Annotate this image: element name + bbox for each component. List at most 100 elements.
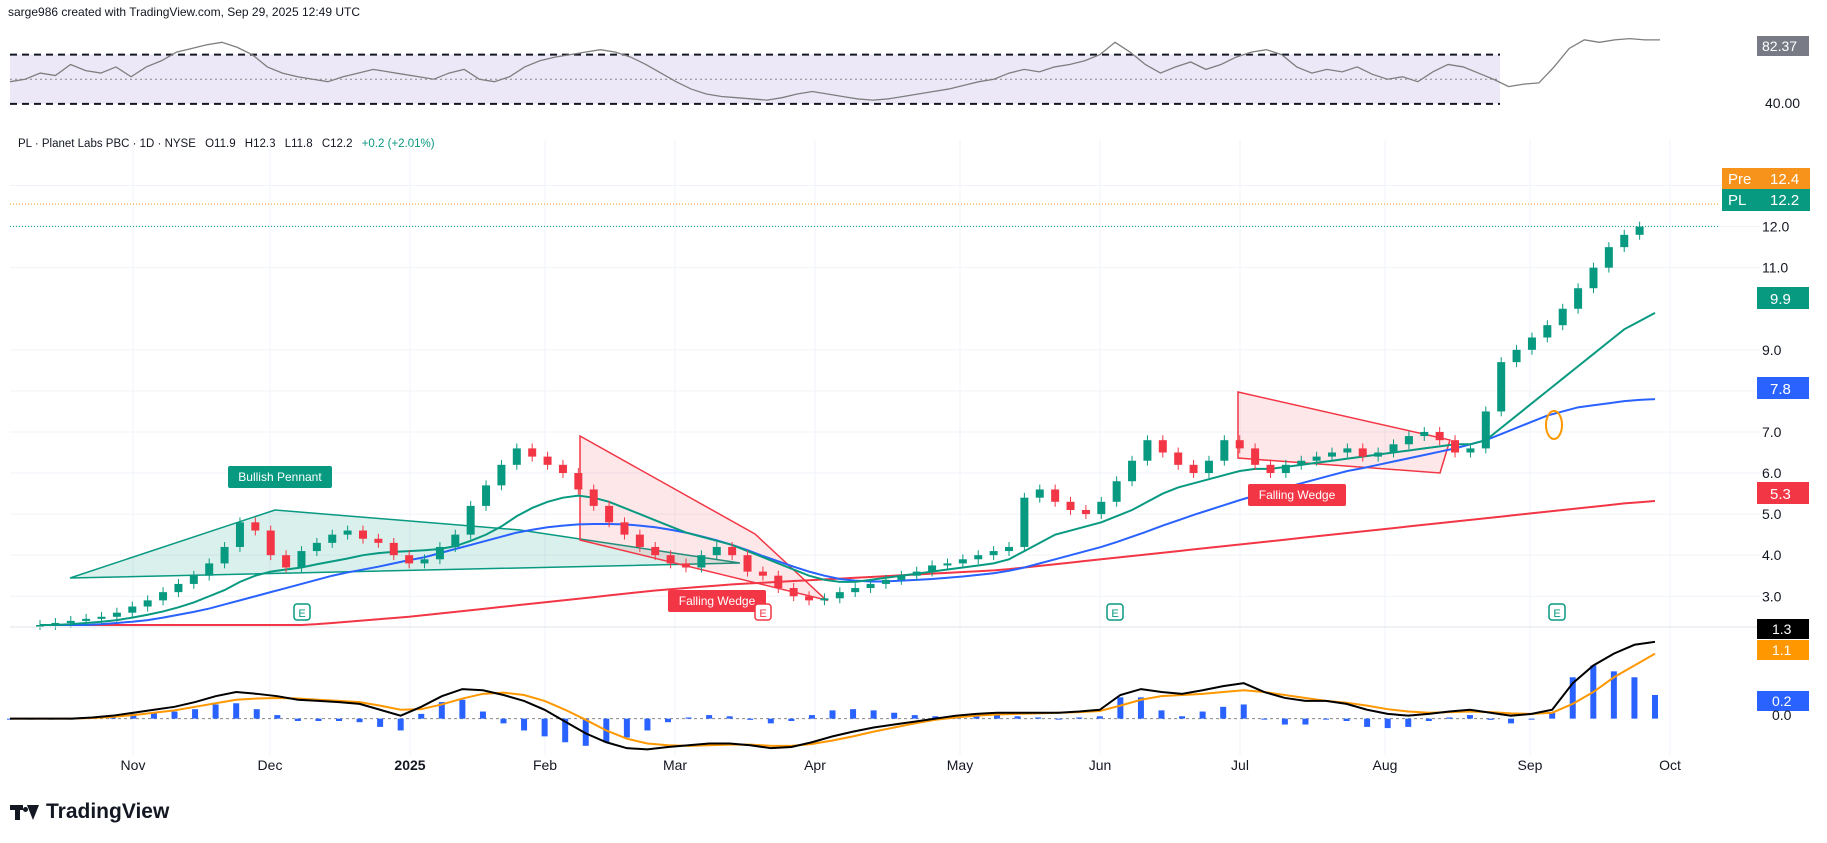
time-tick-label: Jul xyxy=(1231,757,1249,773)
candle-body xyxy=(835,592,844,599)
candle-body xyxy=(251,522,260,531)
candle-body xyxy=(820,598,829,601)
macd-histogram-bar xyxy=(1014,716,1021,719)
candle-body xyxy=(174,583,183,593)
macd-histogram-bar xyxy=(377,718,384,727)
tradingview-logo-icon xyxy=(10,803,40,821)
candle-body xyxy=(558,464,567,474)
price-tag-pl xyxy=(1722,189,1810,211)
macd-histogram-bar xyxy=(274,715,281,719)
macd-value-label: 1.1 xyxy=(1772,642,1792,658)
macd-histogram-bar xyxy=(562,718,569,743)
macd-histogram-bar xyxy=(808,715,815,719)
low-value: L11.8 xyxy=(284,138,313,150)
candle-body xyxy=(774,575,783,589)
candle-body xyxy=(359,530,367,539)
macd-histogram-bar xyxy=(1425,718,1432,721)
macd-histogram-bar xyxy=(1076,717,1083,719)
macd-histogram-bar xyxy=(1384,718,1391,729)
candle-body xyxy=(282,555,291,568)
candle-body xyxy=(1328,452,1336,457)
sma200-value-badge xyxy=(1757,482,1809,504)
candle-body xyxy=(758,571,767,576)
candle-body xyxy=(328,534,337,543)
earnings-marker-label: E xyxy=(759,608,766,620)
brand-name: TradingView xyxy=(46,800,170,823)
time-tick-label: Mar xyxy=(663,757,687,773)
tradingview-logo[interactable]: TradingView xyxy=(10,800,169,824)
macd-histogram-bar xyxy=(623,718,630,738)
macd-histogram-bar xyxy=(747,718,754,720)
candle-body xyxy=(466,505,475,535)
candle-body xyxy=(220,546,229,564)
price-tick-label: 3.0 xyxy=(1762,588,1782,604)
pattern-label: Falling Wedge xyxy=(1259,488,1336,502)
macd-histogram-bar xyxy=(150,712,157,719)
rsi-line xyxy=(9,37,1660,101)
attribution-text: sarge986 created with TradingView.com, S… xyxy=(8,5,360,19)
candle-body xyxy=(343,530,352,535)
macd-histogram-bar xyxy=(850,709,857,719)
candle-body xyxy=(805,596,814,601)
macd-histogram-bar xyxy=(233,703,240,719)
candle-body xyxy=(1374,452,1383,457)
candle-body xyxy=(712,546,721,556)
macd-histogram-bar xyxy=(171,711,178,719)
macd-histogram-bar xyxy=(192,709,199,719)
macd-value-badge xyxy=(1757,691,1809,711)
candle-body xyxy=(881,579,890,584)
candle-body xyxy=(1128,460,1137,482)
macd-histogram-bar xyxy=(336,718,342,721)
macd-histogram-bar xyxy=(582,718,589,746)
time-tick-label: May xyxy=(947,757,973,773)
macd-line xyxy=(10,640,1656,751)
falling-wedge-shape xyxy=(579,434,829,602)
sma200-line xyxy=(40,499,1656,626)
sma50-line xyxy=(40,398,1656,626)
macd-histogram-bar xyxy=(500,718,507,724)
sma20-value-badge xyxy=(1757,287,1809,309)
macd-histogram-bar xyxy=(294,718,301,721)
pattern-label-box xyxy=(228,466,332,488)
falling-wedge-shape xyxy=(1237,391,1451,474)
macd-histogram-bar xyxy=(521,718,528,731)
macd-histogram-bar xyxy=(1096,716,1103,719)
highlight-circle xyxy=(1545,410,1563,440)
macd-histogram-bar xyxy=(1179,716,1186,719)
candle-body xyxy=(1297,460,1306,465)
macd-histogram-bar xyxy=(130,713,137,719)
macd-histogram-bar xyxy=(1261,718,1268,720)
macd-histogram-bar xyxy=(1364,718,1371,727)
sma50-value-badge xyxy=(1757,377,1809,399)
candle-body xyxy=(989,551,998,556)
candle-body xyxy=(928,565,937,572)
candle-body xyxy=(482,485,491,506)
macd-histogram-bar xyxy=(1220,706,1227,719)
candle-body xyxy=(1589,267,1598,289)
macd-histogram-bar xyxy=(253,709,260,719)
macd-histogram-bar xyxy=(706,715,713,719)
candle-body xyxy=(1158,440,1167,453)
rsi-value-badge xyxy=(1757,36,1809,56)
candle-body xyxy=(1266,464,1275,474)
candle-body xyxy=(1281,464,1290,474)
macd-histogram-bar xyxy=(1199,711,1206,719)
candle-body xyxy=(1420,431,1429,437)
candle-body xyxy=(1251,448,1260,465)
candle-body xyxy=(543,456,552,465)
macd-histogram-bar xyxy=(1343,718,1350,721)
candle-body xyxy=(1435,431,1444,441)
candle-body xyxy=(405,555,414,564)
earnings-marker-icon xyxy=(293,603,311,621)
price-tick-label: 9.0 xyxy=(1762,342,1782,358)
candle-body xyxy=(943,563,952,566)
candle-body xyxy=(1066,501,1075,510)
sma20-line xyxy=(40,311,1656,626)
macd-value-label: 0.2 xyxy=(1772,693,1792,709)
macd-histogram-bar xyxy=(356,718,363,723)
macd-histogram-bar xyxy=(994,715,1000,719)
candle-body xyxy=(1220,440,1229,461)
price-tag-value: 12.2 xyxy=(1770,192,1799,209)
candle-body xyxy=(51,622,60,625)
